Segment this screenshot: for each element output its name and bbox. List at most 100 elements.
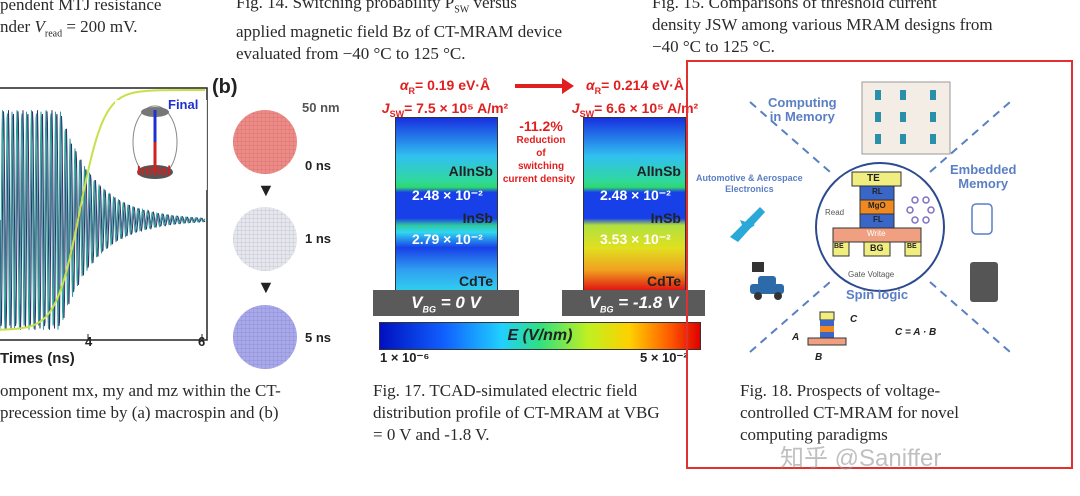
car-icon <box>750 276 784 300</box>
label-automotive: Automotive & Aerospace Electronics <box>696 173 803 195</box>
caption-line: precession time by (a) macrospin and (b) <box>0 403 279 422</box>
label-write: Write <box>867 229 886 238</box>
note-line: Reduction <box>516 135 566 146</box>
label-te: TE <box>867 173 880 184</box>
line: in Memory <box>769 109 835 124</box>
crossbar-cells <box>875 90 936 144</box>
sym: V <box>588 293 601 312</box>
arrow-right-icon <box>515 84 565 88</box>
down-arrow-icon: ▼ <box>257 277 275 297</box>
field-value: 2.48 × 10⁻² <box>600 187 671 203</box>
caption-line: Fig. 14. Switching probability PSW versu… <box>236 0 601 21</box>
text: nder <box>0 17 35 36</box>
magnet-state-5ns <box>233 305 297 369</box>
watermark: 知乎 @Saniffer <box>780 445 942 472</box>
x-tick-label: 4 <box>85 334 93 349</box>
layer-label: AlInSb <box>636 163 681 179</box>
oscillation-series <box>0 89 206 331</box>
colorbar-label: E (V/nm) <box>507 327 573 344</box>
caption-prev-left: pendent MTJ resistance nder Vread = 200 … <box>0 0 200 45</box>
label-fl: FL <box>873 215 883 224</box>
caption-line: density JSW among various MRAM designs f… <box>652 15 993 34</box>
text: Fig. 14. Switching probability P <box>236 0 455 12</box>
layer-label: InSb <box>650 210 681 226</box>
note-line: of <box>536 148 546 159</box>
field-profile-vbg-0: AlInSb 2.48 × 10⁻² InSb 2.79 × 10⁻² CdTe <box>395 117 498 292</box>
caption-line: applied magnetic field Bz of CT-MRAM dev… <box>236 22 563 42</box>
logic-equation: C = A · B <box>895 327 937 338</box>
jsw-line: JSW= 6.6 × 10⁵ A/m² <box>560 100 710 123</box>
airplane-icon <box>730 207 765 242</box>
sub: R <box>408 85 416 96</box>
caption-line: distribution profile of CT-MRAM at VBG <box>373 403 660 422</box>
sub: SW <box>389 108 405 119</box>
series-line <box>0 110 206 330</box>
quadrant-dividers <box>749 101 1011 353</box>
caption-line: −40 °C to 125 °C. <box>652 37 775 56</box>
sub: read <box>44 28 63 40</box>
caption-line: Fig. 18. Prospects of voltage- <box>740 381 941 400</box>
line: Memory <box>958 176 1009 191</box>
text: = 200 mV. <box>62 17 138 36</box>
value: = 6.6 × 10⁵ A/m² <box>594 99 699 116</box>
left-header: αR= 0.19 eV·Å JSW= 7.5 × 10⁵ A/m² <box>370 77 520 123</box>
sym: J <box>571 99 580 116</box>
gate-vbg-neg: VBG = -1.8 V <box>562 290 705 316</box>
caption-line: omponent mx, my and mz within the CT- <box>0 381 281 400</box>
fig18-diagram <box>730 81 1011 353</box>
panel-label-b: (b) <box>212 76 238 98</box>
alpha-line: αR= 0.19 eV·Å <box>370 77 520 100</box>
inset-sphere <box>115 100 207 190</box>
line: Automotive & Aerospace <box>696 173 803 183</box>
caption-fig17: Fig. 17. TCAD-simulated electric field d… <box>373 380 688 446</box>
logic-input-b: B <box>815 352 823 363</box>
line: Electronics <box>725 184 774 194</box>
plot-frame <box>0 87 208 341</box>
spin-logic-device-icon <box>807 311 847 346</box>
logic-output-c: C <box>850 314 858 325</box>
inset-initial-label: Initial <box>137 163 171 178</box>
caption-line: evaluated from −40 °C to 125 °C. <box>236 44 466 64</box>
line: Computing <box>768 95 837 110</box>
colorbar-max: 5 × 10⁻² <box>640 350 688 365</box>
x-axis-label: Times (ns) <box>0 350 75 367</box>
x-tick-label: 6 <box>198 334 206 349</box>
label-gate-voltage: Gate Voltage <box>848 270 895 279</box>
label-be: BE <box>834 243 844 250</box>
magnet-state-1ns <box>233 207 297 271</box>
jsw-line: JSW= 7.5 × 10⁵ A/m² <box>370 100 520 123</box>
sub: SW <box>454 4 470 16</box>
caption-fig14: Fig. 14. Switching probability PSW versu… <box>236 0 601 65</box>
sub: BG <box>600 304 614 315</box>
value: = 7.5 × 10⁵ A/m² <box>404 99 509 116</box>
caption-fig16: omponent mx, my and mz within the CT- pr… <box>0 380 320 424</box>
time-label: 5 ns <box>305 330 332 345</box>
magnet-state-0ns <box>233 110 297 174</box>
caption-fig15: Fig. 15. Comparisons of threshold curren… <box>652 0 1027 58</box>
layer-label: CdTe <box>459 273 493 289</box>
sym: V <box>411 293 423 312</box>
sym: α <box>585 77 595 93</box>
be-left <box>832 241 850 257</box>
logic-input-a: A <box>792 332 800 343</box>
var: V <box>34 17 45 36</box>
caption-line: controlled CT-MRAM for novel <box>740 403 959 422</box>
key-icon <box>752 262 764 272</box>
gate-vbg-0: VBG = 0 V <box>373 290 519 316</box>
note-line: switching <box>517 161 565 172</box>
label-mgo: MgO <box>868 201 886 210</box>
label-bg: BG <box>870 243 884 253</box>
sub: R <box>594 85 602 96</box>
sub: BG <box>422 304 436 315</box>
be-right <box>904 241 922 257</box>
caption-fig18: Fig. 18. Prospects of voltage- controlle… <box>740 380 1023 446</box>
sym: J <box>381 99 390 116</box>
down-arrow-icon: ▼ <box>257 180 275 200</box>
caption-line: Fig. 17. TCAD-simulated electric field <box>373 381 638 400</box>
inset-final-label: Final <box>168 97 199 112</box>
skyrmion-lattice-icon <box>906 196 935 224</box>
size-label: 50 nm <box>302 100 340 115</box>
reduction-note: -11.2% Reduction of switching current de… <box>500 118 582 186</box>
sym: α <box>399 77 409 93</box>
note-line: current density <box>502 174 576 185</box>
